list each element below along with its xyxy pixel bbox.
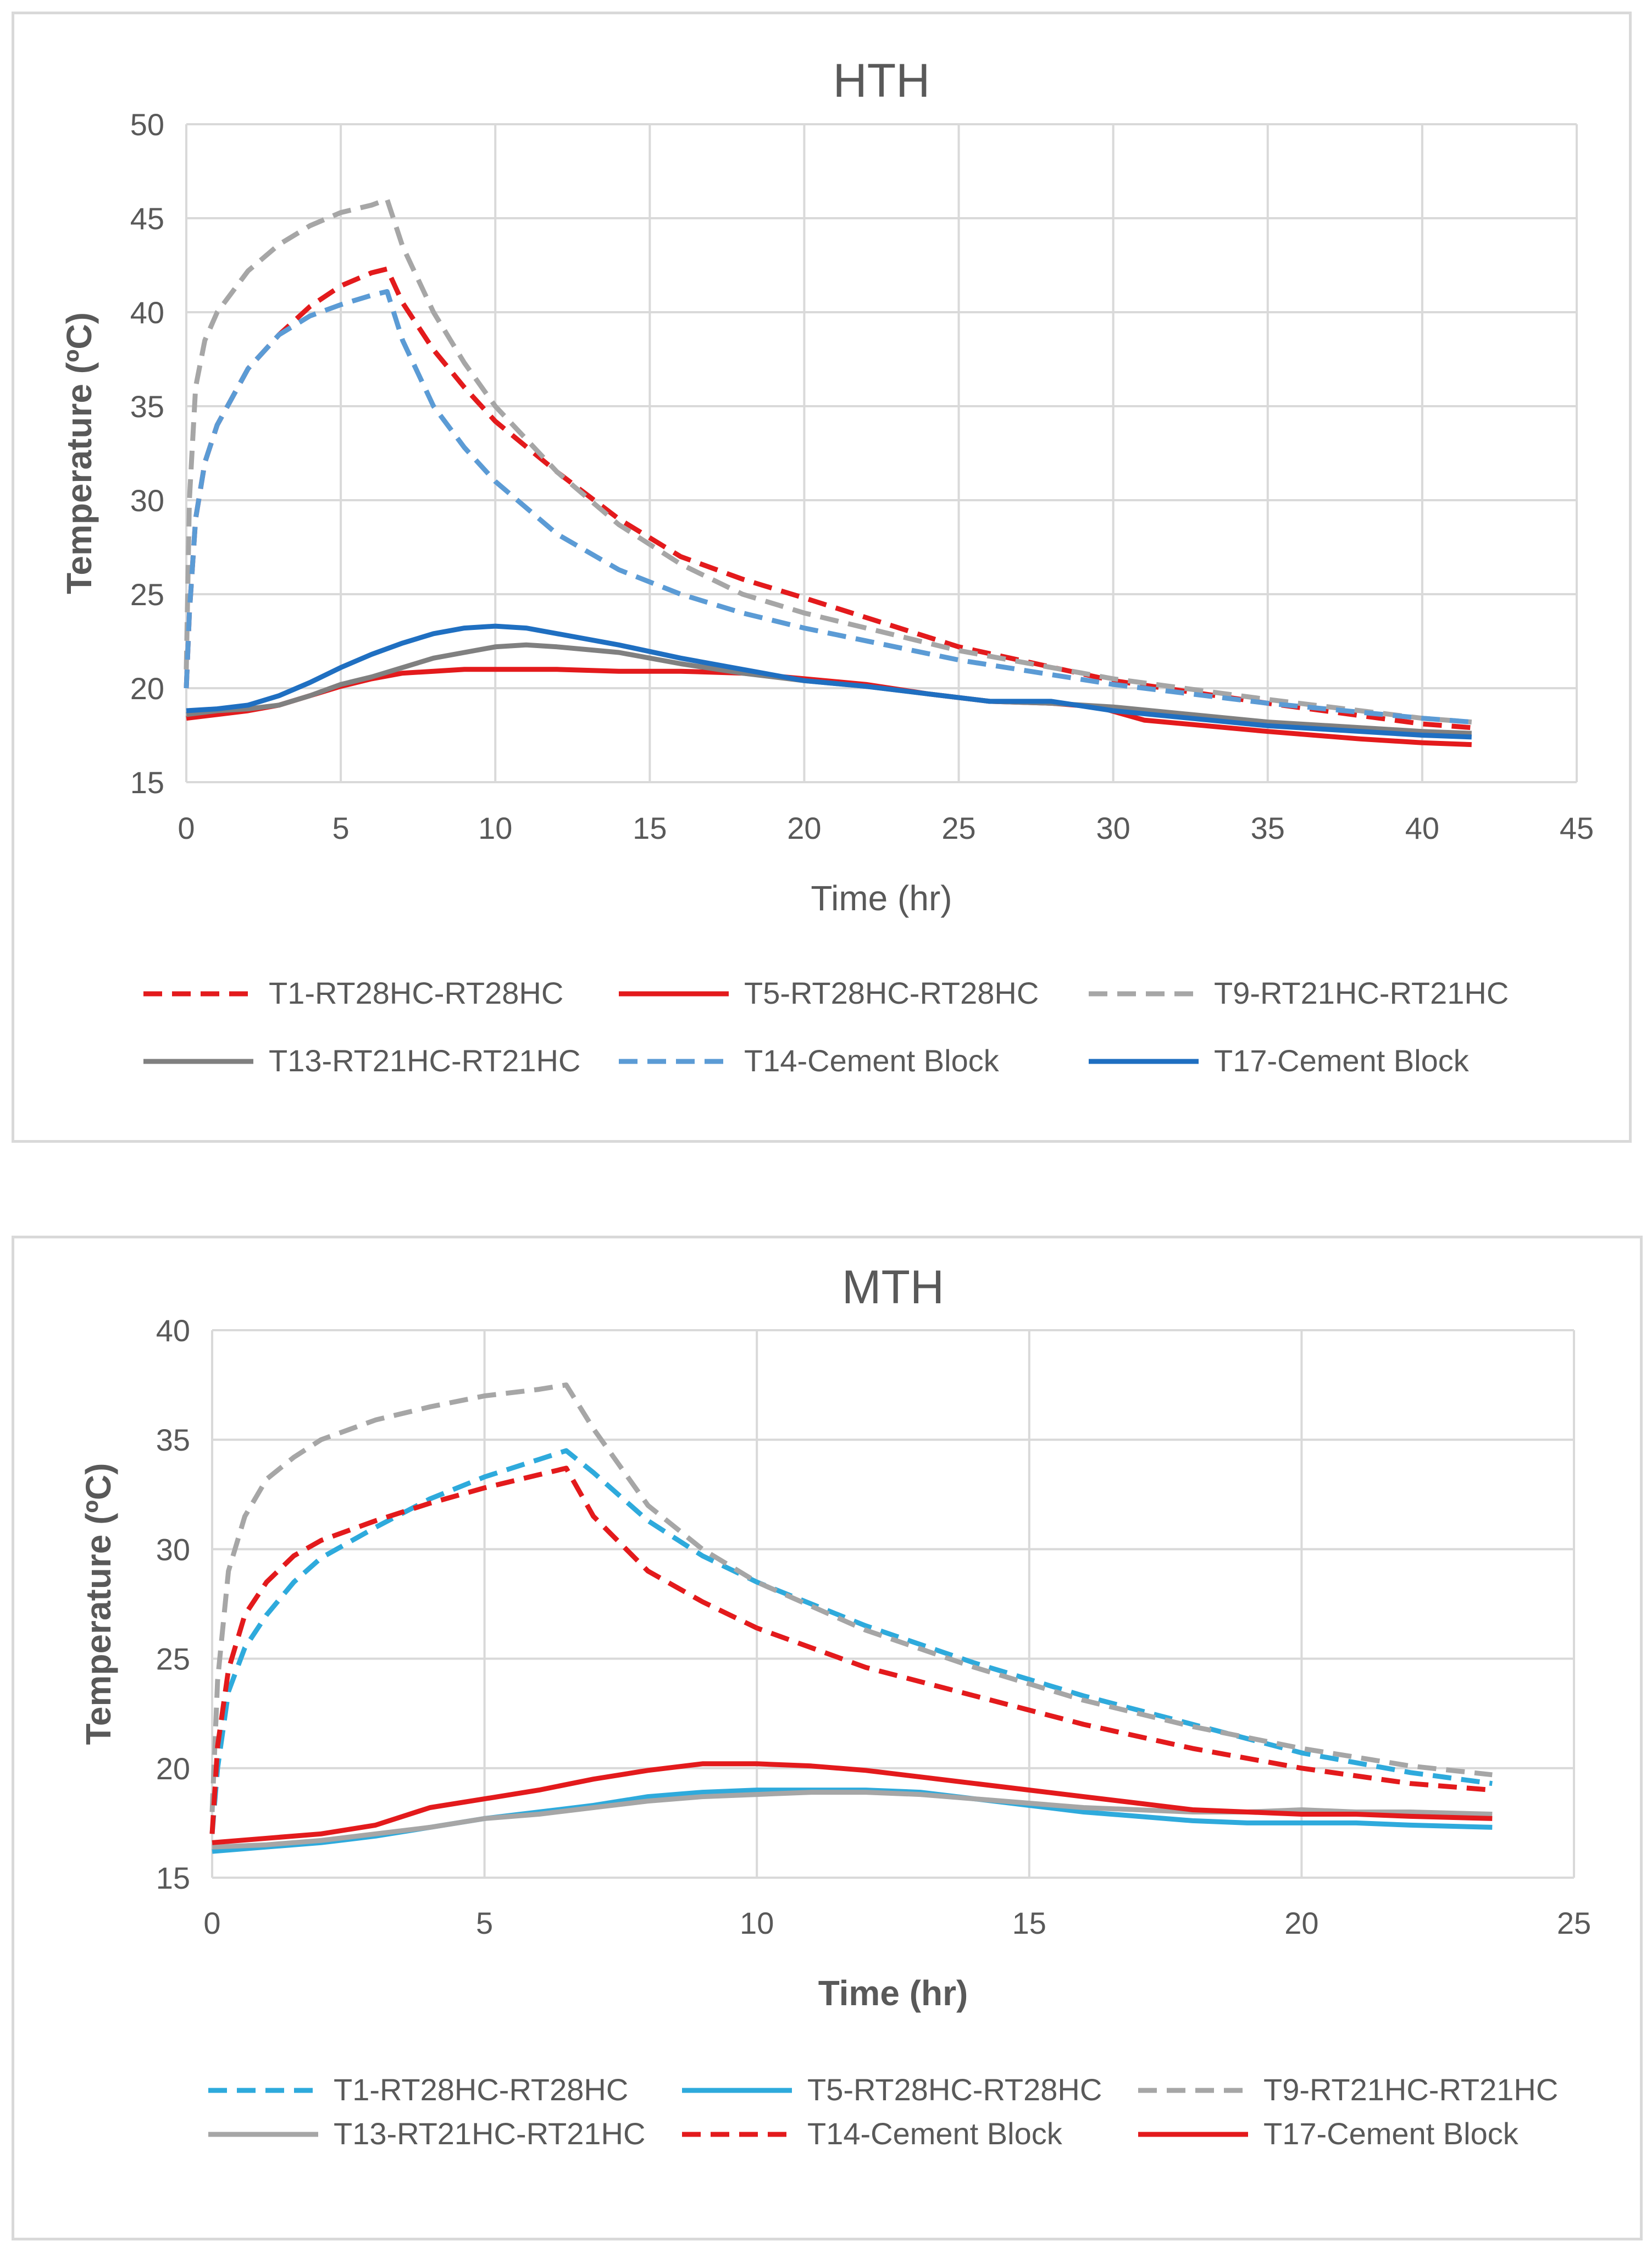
mth-y-tick-label: 25 [156,1642,190,1676]
hth-x-tick-label: 15 [633,811,667,845]
mth-series-line-3 [209,1382,1493,1812]
chart-hth-svg: 0 5 10 15 20 25 30 35 40 45 15 20 25 30 35 40 45 50 HTH Tim… [59,54,1594,1078]
chart-mth-svg: 0 5 10 15 20 25 15 20 25 30 35 40 MTH Time (hr) Temper… [79,1261,1591,2151]
mth-y-tick-label: 20 [156,1751,190,1786]
hth-y-tick-label: 40 [130,295,164,330]
mth-legend-label-6: T17-Cement Block [1263,2116,1519,2151]
hth-legend-label-2: T5-RT28HC-RT28HC [744,976,1039,1010]
hth-series-line-3 [184,197,1472,725]
hth-legend-label-1: T1-RT28HC-RT28HC [269,976,563,1010]
hth-y-tick-label: 20 [130,671,164,706]
hth-x-tick-label: 10 [478,811,512,845]
mth-legend-label-4: T13-RT21HC-RT21HC [334,2116,645,2151]
mth-y-axis-label: Temperature (ºC) [79,1463,118,1745]
mth-y-tick-label: 40 [156,1313,190,1348]
mth-x-tick-label: 25 [1557,1906,1591,1940]
hth-legend-label-3: T9-RT21HC-RT21HC [1214,976,1509,1010]
hth-legend-label-6: T17-Cement Block [1214,1043,1470,1078]
mth-series-line-5 [209,1465,1493,1834]
hth-legend-label-5: T14-Cement Block [744,1043,1000,1078]
mth-y-tick-label: 15 [156,1861,190,1895]
hth-y-axis-label: Temperature (ºC) [59,312,99,594]
mth-x-tick-label: 15 [1012,1906,1046,1940]
hth-y-tick-label: 45 [130,201,164,236]
hth-x-tick-label: 35 [1251,811,1285,845]
hth-y-tick-label: 50 [130,107,164,142]
hth-y-tick-label: 30 [130,483,164,518]
hth-series-line-1 [184,266,1472,731]
hth-y-tick-label: 15 [130,765,164,800]
mth-series-line-2 [212,1788,1493,1854]
mth-chart-title: MTH [842,1261,944,1314]
mth-x-tick-label: 10 [740,1906,774,1940]
hth-series-line-6 [186,623,1472,740]
mth-y-tick-label: 30 [156,1532,190,1567]
chart-hth: 0 5 10 15 20 25 30 35 40 45 15 20 25 30 35 40 45 50 HTH Tim… [12,12,1632,1143]
hth-x-tick-label: 40 [1405,811,1439,845]
mth-x-axis-label: Time (hr) [818,1973,968,2013]
chart-mth: 0 5 10 15 20 25 15 20 25 30 35 40 MTH Time (hr) Temper… [12,1236,1643,2240]
hth-x-tick-label: 45 [1560,811,1594,845]
hth-x-tick-label: 5 [332,811,350,845]
hth-legend-label-4: T13-RT21HC-RT21HC [269,1043,580,1078]
mth-legend-label-1: T1-RT28HC-RT28HC [334,2072,628,2107]
hth-y-tick-label: 35 [130,389,164,424]
mth-legend-label-3: T9-RT21HC-RT21HC [1263,2072,1558,2107]
mth-series-line-4 [212,1790,1493,1850]
hth-y-tick-label: 25 [130,577,164,612]
mth-y-tick-label: 35 [156,1423,190,1457]
hth-series-line-5 [184,289,1472,725]
mth-series-line-6 [212,1761,1493,1845]
mth-legend-label-2: T5-RT28HC-RT28HC [807,2072,1102,2107]
hth-x-axis-label: Time (hr) [811,878,952,918]
hth-x-tick-label: 20 [787,811,821,845]
hth-x-tick-label: 25 [941,811,975,845]
mth-series-line-1 [209,1448,1493,1834]
mth-x-tick-label: 20 [1284,1906,1318,1940]
mth-legend-label-5: T14-Cement Block [807,2116,1063,2151]
mth-x-tick-label: 0 [203,1906,220,1940]
mth-x-tick-label: 5 [476,1906,493,1940]
hth-chart-title: HTH [833,54,930,107]
hth-x-tick-label: 0 [178,811,195,845]
hth-x-tick-label: 30 [1096,811,1130,845]
